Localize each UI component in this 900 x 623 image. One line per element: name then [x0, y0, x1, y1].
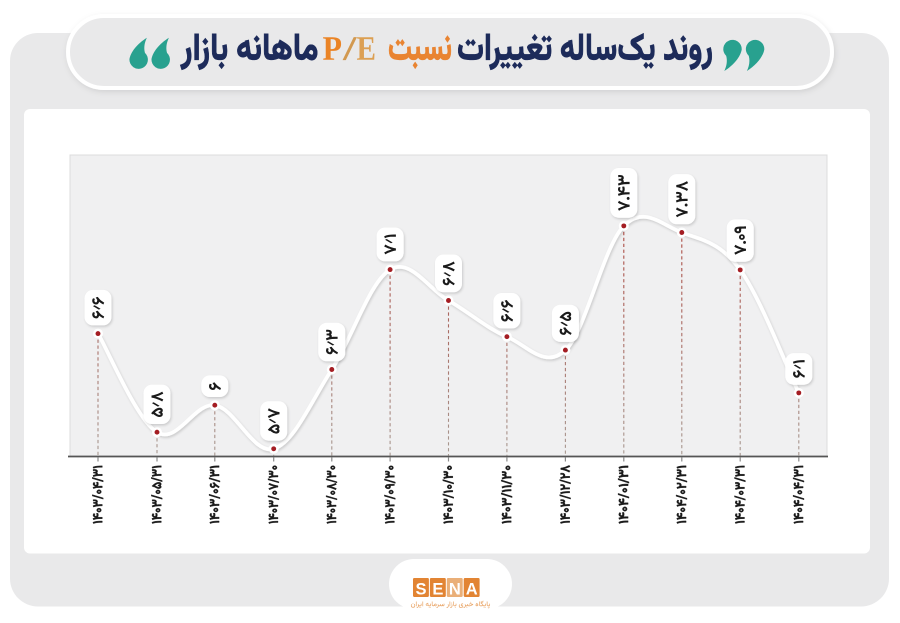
svg-text:A: A — [466, 580, 478, 598]
svg-text:S: S — [415, 580, 426, 598]
svg-text:E: E — [432, 580, 443, 598]
svg-text:N: N — [449, 580, 461, 598]
